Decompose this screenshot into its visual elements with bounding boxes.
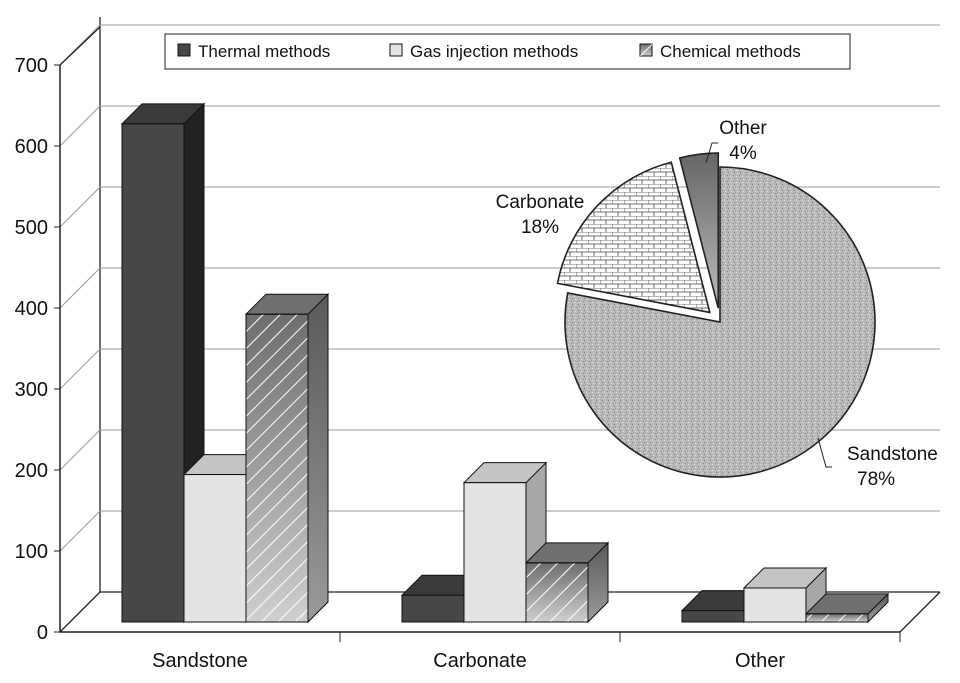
legend: Thermal methods Gas injection methods Ch… [164,33,851,70]
bar-hatch [805,613,869,623]
pie-label-sandstone: Sandstone [847,444,938,465]
pie-slice-other [678,152,720,309]
gridline [59,105,940,147]
legend-item-thermal: Thermal methods [177,42,330,61]
bar-front [681,610,745,623]
bar-sandstone-2 [244,292,330,624]
legend-swatch-thermal [177,43,191,57]
wall-edge [59,26,101,66]
y-tick-label: 100 [15,541,48,563]
bar-front [743,587,807,623]
y-tick-label: 600 [15,136,48,158]
y-tick-label: 500 [15,217,48,239]
pie-label-other: Other [719,118,767,139]
pie-label-carbonate: Carbonate [496,192,585,213]
leader-line-sandstone [817,437,832,468]
x-tick-label-carbonate: Carbonate [433,650,526,672]
pie-slice-carbonate [556,161,711,314]
legend-item-chemical: Chemical methods [639,42,801,61]
leader-line-other [705,142,718,164]
bar-front [463,482,527,623]
bar-front [401,594,465,623]
pie-pct-other: 4% [729,143,757,164]
x-tick-label-other: Other [735,650,785,672]
y-tick-label: 400 [15,298,48,320]
bar-hatch [525,562,589,623]
legend-item-gas: Gas injection methods [389,42,578,61]
legend-label-gas: Gas injection methods [410,42,578,61]
bar-hatch [245,313,309,623]
y-tick-label: 300 [15,379,48,401]
y-tick-label: 0 [37,622,48,644]
pie-pct-carbonate: 18% [521,217,559,238]
floor-edges [59,591,941,633]
x-tick-label-sandstone: Sandstone [152,650,248,672]
legend-swatch-hatch [640,44,652,56]
bar-front [183,474,247,623]
legend-swatch-gas [389,43,403,57]
gridline [59,510,940,552]
bar-side [307,292,329,624]
y-tick-label: 200 [15,460,48,482]
bar-front [121,123,185,623]
bar-other-2 [804,592,890,624]
pie-pct-sandstone: 78% [857,469,895,490]
legend-label-chemical: Chemical methods [660,42,801,61]
legend-label-thermal: Thermal methods [198,42,330,61]
bar-carbonate-2 [524,541,610,624]
y-tick-label: 700 [15,55,48,77]
bar-carbonate-1 [462,461,548,624]
